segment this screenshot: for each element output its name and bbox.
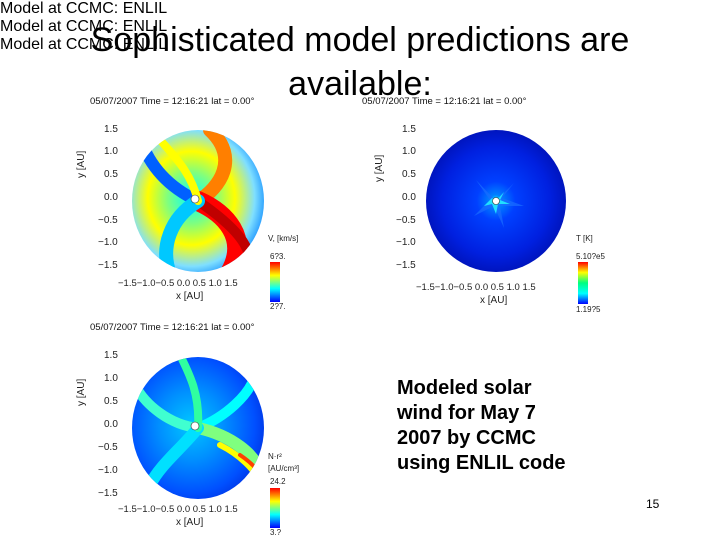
- panel-header: 05/07/2007 Time = 12:16:21 lat = 0.00°: [90, 96, 255, 107]
- colorbar-title: V, [km/s]: [268, 234, 299, 243]
- y-axis-label: y [AU]: [374, 154, 385, 182]
- x-axis-label: x [AU]: [176, 517, 204, 528]
- y-tick: −1.5: [98, 260, 118, 271]
- y-tick: 1.5: [104, 350, 118, 361]
- y-axis-label: y [AU]: [76, 378, 87, 406]
- caption-line: wind for May 7: [397, 402, 536, 424]
- caption-line: using ENLIL code: [397, 452, 566, 474]
- y-tick: 1.5: [402, 124, 416, 135]
- panel-footer: Model at CCMC: ENLIL: [0, 36, 168, 53]
- panel-footer: Model at CCMC: ENLIL: [0, 0, 168, 17]
- colorbar-max: 24.2: [270, 477, 286, 486]
- y-tick: −1.0: [396, 237, 416, 248]
- panel-header: 05/07/2007 Time = 12:16:21 lat = 0.00°: [362, 96, 527, 107]
- x-tick-labels: −1.5−1.0−0.5 0.0 0.5 1.0 1.5: [118, 504, 238, 515]
- temperature-disk: [426, 130, 566, 272]
- y-tick: 1.0: [104, 373, 118, 384]
- panel-density: 05/07/2007 Time = 12:16:21 lat = 0.00°: [90, 322, 300, 537]
- y-tick: 0.5: [104, 396, 118, 407]
- page-number: 15: [646, 497, 660, 511]
- panel-temperature: 05/07/2007 Time = 12:16:21 lat = 0.00°: [362, 96, 602, 316]
- y-tick: 1.0: [402, 146, 416, 157]
- x-tick-labels: −1.5−1.0−0.5 0.0 0.5 1.0 1.5: [416, 282, 536, 293]
- colorbar-unit: [AU/cm³]: [268, 464, 300, 473]
- slide-title-line1: Sophisticated model predictions are: [90, 21, 630, 59]
- slide-title-line2: available:: [288, 65, 432, 103]
- y-tick: −0.5: [98, 442, 118, 453]
- y-tick: −0.5: [396, 215, 416, 226]
- colorbar-min: 1.19?5: [576, 305, 601, 314]
- panel-velocity: 05/07/2007 Time = 12:16:21 lat = 0.00°: [90, 96, 300, 316]
- colorbar-min: 2?7.: [270, 302, 286, 311]
- density-disk: [132, 357, 264, 499]
- velocity-colorbar: [270, 262, 280, 302]
- x-axis-label: x [AU]: [480, 295, 508, 306]
- colorbar-max: 6?3.: [270, 252, 286, 261]
- y-tick: 0.0: [104, 192, 118, 203]
- y-tick: 1.0: [104, 146, 118, 157]
- y-tick: −1.0: [98, 237, 118, 248]
- velocity-disk: [132, 130, 264, 272]
- temperature-colorbar: [578, 262, 588, 304]
- panel-footer: Model at CCMC: ENLIL: [0, 18, 168, 35]
- colorbar-title: T [K]: [576, 234, 593, 243]
- y-tick: 0.5: [402, 169, 416, 180]
- colorbar-max: 5.10?e5: [576, 252, 605, 261]
- x-axis-label: x [AU]: [176, 291, 204, 302]
- caption-line: 2007 by CCMC: [397, 427, 536, 449]
- y-tick: −1.5: [396, 260, 416, 271]
- slide-title: Sophisticated model predictions are avai…: [0, 18, 720, 106]
- y-tick: 1.5: [104, 124, 118, 135]
- caption-line: Modeled solar: [397, 377, 532, 399]
- y-tick: −1.5: [98, 488, 118, 499]
- y-tick: −1.0: [98, 465, 118, 476]
- figure-caption: Modeled solar wind for May 7 2007 by CCM…: [397, 376, 617, 476]
- y-tick: 0.5: [104, 169, 118, 180]
- y-tick: 0.0: [402, 192, 416, 203]
- density-colorbar: [270, 488, 280, 528]
- colorbar-min: 3.?: [270, 528, 282, 537]
- colorbar-title: N·r²: [268, 452, 282, 461]
- panel-header: 05/07/2007 Time = 12:16:21 lat = 0.00°: [90, 322, 255, 333]
- y-tick: −0.5: [98, 215, 118, 226]
- y-tick: 0.0: [104, 419, 118, 430]
- x-tick-labels: −1.5−1.0−0.5 0.0 0.5 1.0 1.5: [118, 278, 238, 289]
- y-axis-label: y [AU]: [76, 150, 87, 178]
